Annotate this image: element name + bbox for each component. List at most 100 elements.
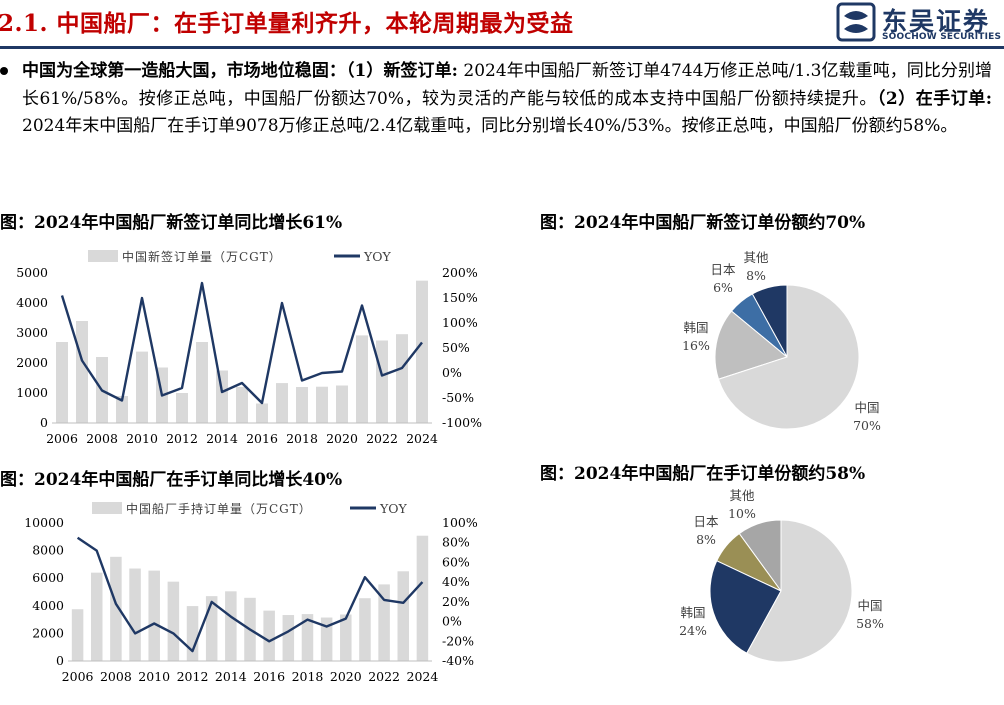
title-divider (0, 46, 1004, 49)
backlog-x-tick: 2006 (62, 669, 94, 684)
new-right-tick: 100% (442, 315, 478, 330)
backlog-x-tick: 2018 (292, 669, 324, 684)
backlog-bar-2019 (320, 617, 333, 661)
bullet-icon (0, 67, 8, 75)
new-legend-line-label: YOY (363, 249, 391, 264)
newshare-label-日本: 日本 (710, 262, 736, 277)
backlogshare-pct-日本: 8% (696, 532, 716, 547)
new-x-tick: 2016 (246, 431, 278, 446)
new-x-tick: 2012 (166, 431, 198, 446)
backlog-right-tick: -20% (442, 633, 474, 648)
new-right-tick: -100% (442, 415, 482, 430)
soochow-logo-icon (836, 2, 876, 42)
newshare-label-韩国: 韩国 (683, 320, 708, 335)
page-title: 2.1. 中国船厂：在手订单量利齐升，本轮周期最为受益 (0, 10, 574, 37)
new-x-tick: 2022 (366, 431, 398, 446)
new-x-tick: 2006 (46, 431, 78, 446)
backlog-left-tick: 10000 (24, 515, 64, 530)
backlogshare-slice-中国 (746, 519, 853, 663)
new-legend-bar-swatch (88, 250, 118, 262)
backlog-right-tick: 20% (442, 594, 470, 609)
new-bar-2014 (216, 370, 228, 423)
new-bar-2021 (356, 335, 368, 423)
new-bar-2007 (76, 321, 88, 423)
backlog-text: 2024年末中国船厂在手订单9078万修正总吨/2.4亿载重吨，同比分别增长40… (22, 116, 958, 136)
new-bar-2018 (296, 387, 308, 423)
new-x-tick: 2024 (406, 431, 438, 446)
newshare-pct-日本: 6% (713, 280, 733, 295)
backlog-right-tick: 40% (442, 574, 470, 589)
new-bar-2012 (176, 393, 188, 423)
intro-lead: 中国为全球第一造船大国，市场地位稳固： (22, 61, 346, 81)
new-left-tick: 5000 (16, 265, 48, 280)
new-legend-bar-label: 中国新签订单量（万CGT） (122, 249, 282, 264)
backlog-left-tick: 0 (56, 653, 64, 668)
new-bar-2023 (396, 334, 408, 423)
new-left-tick: 1000 (16, 385, 48, 400)
backlog-right-tick: -40% (442, 653, 474, 668)
backlog-right-tick: 100% (442, 515, 478, 530)
backlogshare-label-日本: 日本 (693, 514, 719, 529)
new-orders-label: （1）新签订单: (345, 61, 458, 81)
new-bar-2020 (336, 385, 348, 423)
backlog-x-tick: 2014 (215, 669, 247, 684)
backlogshare-label-韩国: 韩国 (680, 605, 705, 620)
new-right-tick: -50% (442, 390, 474, 405)
backlogshare-label-中国: 中国 (857, 598, 882, 613)
backlog-right-tick: 80% (442, 535, 470, 550)
new-right-tick: 0% (442, 365, 462, 380)
backlog-left-tick: 2000 (32, 625, 64, 640)
backlog-x-tick: 2024 (407, 669, 439, 684)
new-right-tick: 150% (442, 290, 478, 305)
backlog-legend-bar-label: 中国船厂手持订单量（万CGT） (126, 501, 312, 516)
new-x-tick: 2008 (86, 431, 118, 446)
chart-title-backlog-share: 图：2024年中国船厂在手订单份额约58% (540, 464, 866, 484)
chart-title-new-orders: 图：2024年中国船厂新签订单同比增长61% (0, 213, 343, 233)
backlog-left-tick: 8000 (32, 543, 64, 558)
new-x-tick: 2010 (126, 431, 158, 446)
new-bar-2010 (136, 351, 148, 423)
newshare-label-中国: 中国 (854, 400, 879, 415)
backlog-bar-2007 (90, 572, 103, 661)
newshare-pct-其他: 8% (746, 268, 766, 283)
new-x-tick: 2014 (206, 431, 238, 446)
backlog-bar-2022 (378, 584, 390, 661)
backlog-x-tick: 2020 (330, 669, 362, 684)
backlog-bar-2017 (282, 615, 295, 661)
new-left-tick: 2000 (16, 355, 48, 370)
backlog-bar-2016 (263, 610, 275, 661)
backlogshare-slice-韩国 (709, 560, 782, 654)
new-left-tick: 0 (40, 415, 48, 430)
backlog-bar-2021 (359, 598, 371, 661)
new-bar-2016 (256, 403, 268, 423)
new-bar-2009 (116, 396, 128, 423)
backlog-bar-2010 (148, 570, 160, 661)
backlog-x-tick: 2016 (253, 669, 285, 684)
new-bar-2024 (416, 280, 428, 423)
backlog-bar-2008 (110, 556, 122, 661)
chart-title-new-share: 图：2024年中国船厂新签订单份额约70% (540, 213, 866, 233)
backlog-bar-2014 (225, 591, 237, 661)
new-left-tick: 3000 (16, 325, 48, 340)
backlog-x-tick: 2022 (368, 669, 400, 684)
backlog-bar-2013 (205, 596, 218, 661)
backlog-right-tick: 60% (442, 554, 470, 569)
backlog-bar-2018 (301, 614, 314, 661)
backlog-bar-2024 (416, 535, 429, 661)
newshare-pct-韩国: 16% (682, 338, 710, 353)
new-right-tick: 200% (442, 265, 478, 280)
backlogshare-pct-中国: 58% (856, 616, 884, 631)
backlog-bar-2006 (71, 609, 84, 661)
backlog-legend-line-label: YOY (379, 501, 407, 516)
backlog-left-tick: 6000 (32, 570, 64, 585)
backlog-right-tick: 0% (442, 614, 462, 629)
backlog-legend-bar-swatch (92, 502, 122, 514)
backlog-x-tick: 2010 (138, 669, 170, 684)
new-x-tick: 2018 (286, 431, 318, 446)
backlog-bar-2009 (129, 568, 141, 661)
new-x-tick: 2020 (326, 431, 358, 446)
backlog-label: （2）在手订单: (876, 88, 992, 109)
